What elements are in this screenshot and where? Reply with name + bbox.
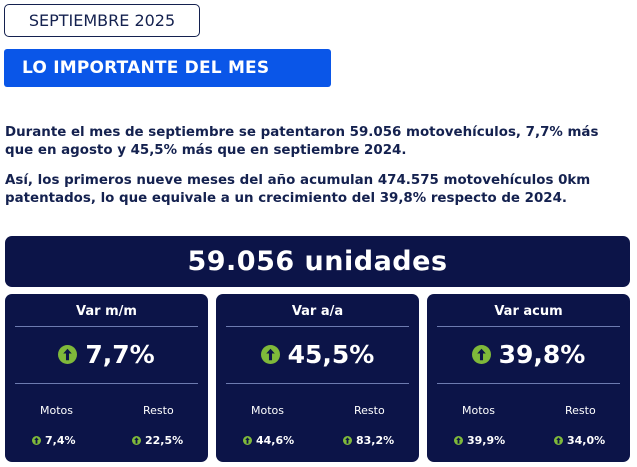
up-arrow-icon xyxy=(32,436,41,445)
card-title: Var a/a xyxy=(291,304,344,319)
variation-card-acum: Var acum 39,8% Motos Resto 39,9% 34,0% xyxy=(427,294,630,462)
variation-card-mm: Var m/m 7,7% Motos Resto 7,4% 22,5% xyxy=(5,294,208,462)
card-main-row: 39,8% xyxy=(427,339,630,369)
motos-value-text: 7,4% xyxy=(45,434,76,447)
card-main-value: 45,5% xyxy=(287,339,375,369)
card-title: Var acum xyxy=(494,304,563,319)
card-divider xyxy=(226,383,409,384)
section-banner: LO IMPORTANTE DEL MES xyxy=(4,49,331,87)
up-arrow-icon xyxy=(260,344,280,364)
resto-value-text: 83,2% xyxy=(356,434,395,447)
motos-value: 7,4% xyxy=(32,434,76,447)
resto-value-text: 22,5% xyxy=(145,434,184,447)
card-main-row: 7,7% xyxy=(5,339,208,369)
total-units-box: 59.056 unidades xyxy=(5,236,630,287)
resto-value: 83,2% xyxy=(343,434,394,447)
up-arrow-icon xyxy=(454,436,463,445)
up-arrow-icon xyxy=(58,344,78,364)
date-label: SEPTIEMBRE 2025 xyxy=(4,4,200,37)
card-main-value: 39,8% xyxy=(498,339,586,369)
card-divider xyxy=(15,326,198,327)
motos-label: Motos xyxy=(40,404,73,417)
summary-paragraph-2: Así, los primeros nueve meses del año ac… xyxy=(5,173,591,206)
card-divider xyxy=(437,383,620,384)
variation-card-aa: Var a/a 45,5% Motos Resto 44,6% 83,2% xyxy=(216,294,419,462)
card-title: Var m/m xyxy=(76,304,137,319)
resto-value-text: 34,0% xyxy=(567,434,606,447)
total-units-value: 59.056 unidades xyxy=(187,246,448,277)
motos-value-text: 44,6% xyxy=(256,434,295,447)
card-main-row: 45,5% xyxy=(216,339,419,369)
up-arrow-icon xyxy=(554,436,563,445)
up-arrow-icon xyxy=(343,436,352,445)
motos-value: 44,6% xyxy=(243,434,294,447)
up-arrow-icon xyxy=(471,344,491,364)
resto-value: 34,0% xyxy=(554,434,605,447)
card-main-value: 7,7% xyxy=(85,339,155,369)
up-arrow-icon xyxy=(132,436,141,445)
resto-label: Resto xyxy=(565,404,596,417)
card-divider xyxy=(15,383,198,384)
resto-label: Resto xyxy=(143,404,174,417)
card-divider xyxy=(226,326,409,327)
motos-value-text: 39,9% xyxy=(467,434,506,447)
motos-label: Motos xyxy=(462,404,495,417)
resto-label: Resto xyxy=(354,404,385,417)
motos-label: Motos xyxy=(251,404,284,417)
card-divider xyxy=(437,326,620,327)
resto-value: 22,5% xyxy=(132,434,183,447)
up-arrow-icon xyxy=(243,436,252,445)
motos-value: 39,9% xyxy=(454,434,505,447)
summary-paragraph-1: Durante el mes de septiembre se patentar… xyxy=(5,125,599,158)
banner-title: LO IMPORTANTE DEL MES xyxy=(22,58,270,78)
